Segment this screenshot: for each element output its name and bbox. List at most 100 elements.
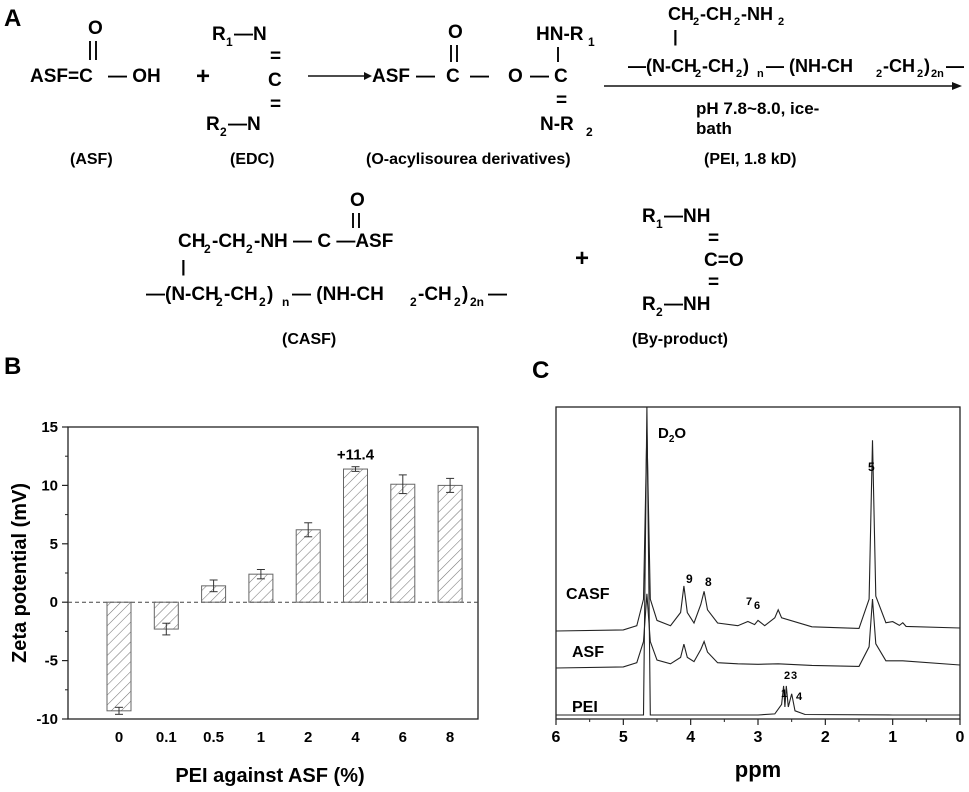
chart-c-frame — [555, 406, 961, 720]
svg-text:n: n — [282, 295, 289, 309]
zeta-potential-chart: -10 -5 0 5 10 15 0 0.1 0.5 1 2 4 6 8 +11.4 PEI again… — [9, 419, 479, 787]
svg-text:2n: 2n — [470, 295, 484, 309]
int-dash2: — — [470, 66, 489, 87]
peak-label-d2o: D2O — [658, 425, 686, 445]
x-axis-title: PEI against ASF (%) — [175, 765, 364, 787]
x-tick-label: 0 — [956, 729, 965, 746]
edc-sub1: 1 — [226, 35, 233, 49]
svg-text:): ) — [462, 284, 468, 305]
svg-text:-CH: -CH — [224, 284, 258, 305]
bar-2 — [295, 529, 321, 603]
asf-structure: O ASF=C — OH — [30, 18, 161, 87]
x-tick-label: 2 — [821, 729, 830, 746]
peak-label-3: 3 — [791, 670, 797, 682]
y-tick-label: 10 — [41, 477, 58, 494]
pei-branch-bar: | — [673, 27, 678, 46]
x-tick-label: 1 — [888, 729, 897, 746]
y-axis-title: Zeta potential (mV) — [9, 483, 31, 663]
series-label-asf: ASF — [572, 644, 604, 661]
y-tick-label: 15 — [41, 419, 58, 436]
panel-label-a: A — [4, 5, 21, 32]
svg-text:2: 2 — [736, 68, 742, 80]
svg-text:2: 2 — [216, 295, 223, 309]
svg-text:2: 2 — [917, 68, 923, 80]
byproduct-structure: R 1 —NH = C=O = R 2 —NH — [642, 206, 744, 319]
y-tick-label: -10 — [36, 711, 58, 728]
svg-text:2: 2 — [246, 242, 253, 256]
svg-text:2: 2 — [693, 16, 699, 28]
label-intermediate: (O-acylisourea derivatives) — [366, 151, 571, 168]
label-pei: (PEI, 1.8 kD) — [704, 151, 796, 168]
svg-text:-CH: -CH — [702, 56, 734, 76]
int-o: O — [508, 66, 523, 87]
casf-carbonyl-o: O — [350, 190, 365, 211]
svg-text:n: n — [757, 68, 764, 80]
series-label-casf: CASF — [566, 586, 610, 603]
svg-text:2: 2 — [695, 68, 701, 80]
svg-text:|: | — [181, 257, 186, 276]
bar-8 — [437, 484, 463, 603]
peak-label-5: 5 — [868, 460, 875, 474]
bar-6 — [390, 483, 416, 603]
y-tick-label: 5 — [50, 536, 58, 553]
label-edc: (EDC) — [230, 151, 274, 168]
svg-text:-CH: -CH — [700, 4, 732, 24]
spectrum-casf — [555, 429, 961, 632]
svg-text:—NH: —NH — [664, 206, 710, 227]
x-tick-label: 5 — [619, 729, 628, 746]
edc-eq1: = — [270, 46, 281, 67]
svg-text:R: R — [642, 294, 656, 315]
int-c2: C — [554, 66, 568, 87]
y-tick-label: 0 — [50, 594, 58, 611]
svg-text:2: 2 — [876, 68, 882, 80]
edc-structure: R 1 —N = C = R 2 —N — [206, 24, 282, 139]
svg-text:2: 2 — [778, 16, 784, 28]
int-sub1: 1 — [588, 35, 595, 49]
spectrum-pei — [556, 406, 960, 716]
int-asf: ASF — [372, 66, 410, 87]
int-nr: N-R — [540, 114, 574, 135]
x-tick-label: 8 — [446, 729, 454, 746]
peak-label-4: 4 — [796, 691, 803, 703]
conditions-line2: bath — [696, 119, 732, 138]
edc-r: R — [212, 24, 226, 45]
casf-backbone: —(N-CH — [146, 284, 219, 305]
int-dash3: — — [530, 66, 549, 87]
max-value-annotation: +11.4 — [337, 447, 375, 464]
svg-text:): ) — [924, 56, 930, 76]
svg-text:— (NH-CH: — (NH-CH — [292, 284, 384, 305]
spectrum-asf — [555, 593, 961, 669]
plus-sign-2: + — [575, 245, 589, 272]
svg-text:): ) — [267, 284, 273, 305]
svg-text:2: 2 — [259, 295, 266, 309]
svg-text:2n: 2n — [931, 68, 944, 80]
bar-0 — [106, 601, 132, 712]
x-tick-label: 3 — [754, 729, 763, 746]
svg-text:2: 2 — [410, 295, 417, 309]
svg-text:2: 2 — [734, 16, 740, 28]
edc-r2: R — [206, 114, 220, 135]
svg-text:=: = — [708, 228, 719, 249]
label-asf: (ASF) — [70, 151, 113, 168]
byproduct-co: C=O — [704, 250, 744, 271]
int-c: C — [446, 66, 460, 87]
int-hn: HN-R — [536, 24, 584, 45]
int-carbonyl-o: O — [448, 22, 463, 43]
label-byproduct: (By-product) — [632, 331, 728, 348]
x-tick-label: 0 — [115, 729, 123, 746]
x-tick-label: 4 — [351, 729, 360, 746]
peak-label-8: 8 — [705, 575, 712, 589]
peak-label-2: 2 — [784, 670, 790, 682]
svg-text:-CH: -CH — [212, 231, 246, 252]
pei-branch-ch: CH — [668, 4, 694, 24]
x-tick-label: 6 — [399, 729, 407, 746]
edc-n1: —N — [234, 24, 267, 45]
pei-structure: CH 2 -CH 2 -NH 2 | —(N-CH 2 -CH 2 ) n — … — [628, 4, 964, 80]
svg-text:2: 2 — [204, 242, 211, 256]
svg-text:-NH — C —ASF: -NH — C —ASF — [254, 231, 393, 252]
svg-text:CH: CH — [178, 231, 205, 252]
pei-backbone: —(N-CH — [628, 56, 697, 76]
svg-text:—: — — [946, 56, 964, 76]
asf-carbonyl-o: O — [88, 18, 103, 39]
